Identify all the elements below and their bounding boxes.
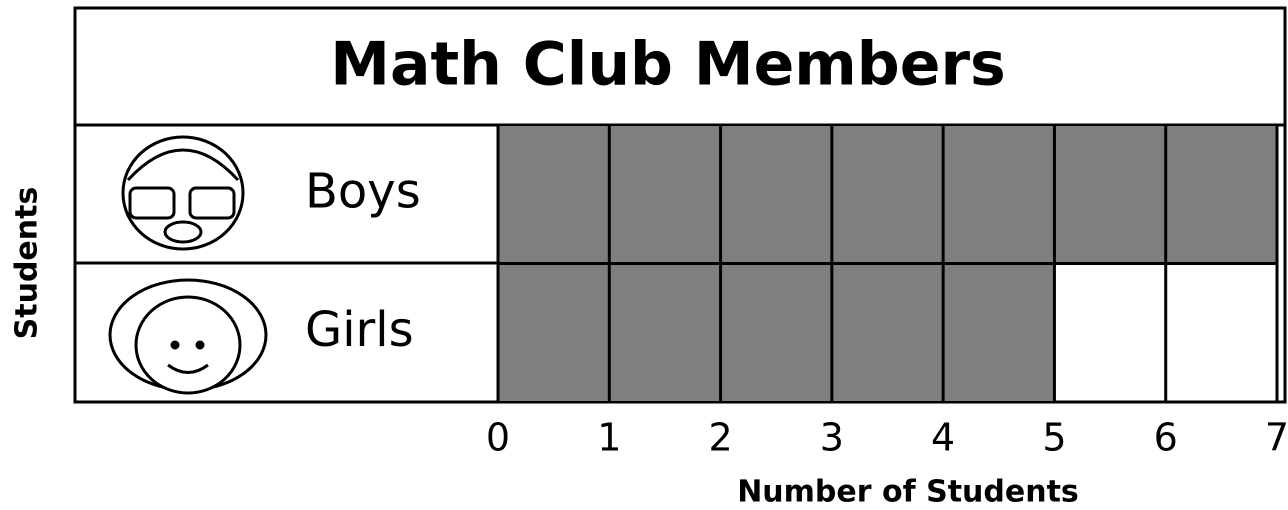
category-label: Boys: [305, 163, 421, 219]
x-tick-label: 7: [1265, 416, 1288, 460]
x-tick-label: 1: [597, 416, 621, 460]
bar: [498, 264, 1054, 403]
x-tick-label: 0: [486, 416, 510, 460]
y-axis-label: Students: [10, 187, 45, 340]
x-tick-label: 4: [931, 416, 955, 460]
x-tick-label: 6: [1154, 416, 1178, 460]
chart-title: Math Club Members: [330, 30, 1006, 100]
x-tick-label: 3: [820, 416, 844, 460]
boy-icon: [123, 137, 243, 249]
chart: Math Club Members Students Number of Stu…: [0, 0, 1288, 510]
category-label: Girls: [305, 302, 414, 358]
bar: [498, 125, 1277, 264]
page: {"chart_data": {"type": "bar", "orientat…: [0, 0, 1288, 510]
x-axis-label: Number of Students: [737, 475, 1079, 510]
x-tick-label: 2: [708, 416, 732, 460]
girl-icon: [110, 280, 266, 393]
x-tick-label: 5: [1042, 416, 1066, 460]
